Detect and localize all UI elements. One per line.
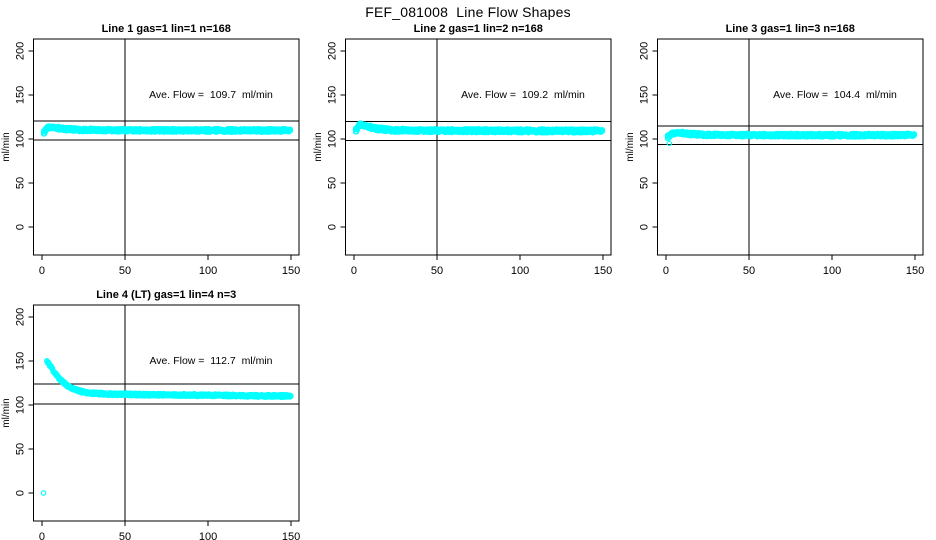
flow-outlier-point [40,490,47,496]
x-tick-label: 0 [39,531,45,540]
x-tick-label: 0 [663,265,669,277]
data-points [40,358,294,496]
axis-labels: 0 50 100 150 200 0 50 100 150 ml/min [1,42,300,277]
figure-title: FEF_081008 Line Flow Shapes [365,4,571,20]
y-tick-label: 50 [327,177,339,189]
y-tick-label: 100 [639,130,651,148]
avg-flow-label: Ave. Flow = 109.2 ml/min [461,89,585,101]
x-tick-label: 150 [594,265,612,277]
axis-labels: 0 50 100 150 200 0 50 100 150 ml/min [313,42,612,277]
plot-frame [657,38,924,256]
axes [340,38,612,260]
avg-flow-label: Ave. Flow = 109.7 ml/min [149,89,273,101]
y-tick-label: 0 [15,490,27,496]
y-tick-label: 150 [15,352,27,370]
data-points [40,123,293,137]
plot-frame [33,38,300,256]
y-tick-label: 50 [639,177,651,189]
x-tick-label: 150 [282,265,300,277]
y-tick-label: 150 [639,86,651,104]
panel-title: Line 2 gas=1 lin=2 n=168 [414,23,543,35]
x-tick-label: 0 [39,265,45,277]
panel-line-4: Line 4 (LT) gas=1 lin=4 n=3 0 50 100 150 200 0… [0,280,312,540]
plot-frame [33,304,300,522]
x-tick-label: 100 [199,531,217,540]
y-axis-title: ml/min [1,132,12,161]
x-tick-label: 50 [743,265,755,277]
flow-point [911,131,917,137]
flow-outlier-point [666,140,673,147]
panel-title: Line 4 (LT) gas=1 lin=4 n=3 [96,289,236,301]
panel-title: Line 1 gas=1 lin=1 n=168 [102,23,231,35]
flow-point [288,392,294,399]
x-tick-label: 50 [431,265,443,277]
axes [28,38,300,260]
y-tick-label: 100 [15,396,27,414]
flow-point [599,126,605,133]
avg-flow-label: Ave. Flow = 104.4 ml/min [773,89,897,101]
x-tick-label: 50 [119,265,131,277]
flow-point [287,126,293,133]
panel-chart-1: Line 1 gas=1 lin=1 n=168 0 50 100 150 200 0 50 1… [1,23,300,277]
panel-chart-2: Line 2 gas=1 lin=2 n=168 0 50 100 150 200 0 50 1… [313,23,612,277]
data-points [352,120,605,136]
y-tick-label: 200 [15,308,27,326]
axis-labels: 0 50 100 150 200 0 50 100 150 ml/min [1,308,300,540]
avg-flow-label: Ave. Flow = 112.7 ml/min [149,355,272,367]
y-tick-label: 100 [327,130,339,148]
x-tick-label: 100 [199,265,217,277]
panel-line-2: Line 2 gas=1 lin=2 n=168 0 50 100 150 200 0 50 1… [312,14,624,280]
x-tick-label: 100 [511,265,529,277]
x-tick-label: 150 [282,531,300,540]
plot-frame [345,38,612,256]
y-tick-label: 0 [15,224,27,230]
panel-line-1: Line 1 gas=1 lin=1 n=168 0 50 100 150 200 0 50 1… [0,14,312,280]
panel-chart-4: Line 4 (LT) gas=1 lin=4 n=30501001502000… [1,289,300,540]
x-tick-label: 50 [119,531,131,540]
y-tick-label: 0 [639,224,651,230]
x-tick-label: 100 [823,265,841,277]
y-tick-label: 0 [327,224,339,230]
x-tick-label: 0 [351,265,357,277]
x-tick-label: 150 [906,265,924,277]
axis-labels: 0 50 100 150 200 0 50 100 150 ml/min [625,42,924,277]
axes [652,38,924,260]
y-tick-label: 150 [327,86,339,104]
y-tick-label: 200 [327,42,339,60]
panel-line-3: Line 3 gas=1 lin=3 n=168 0 50 100 150 200 0 50 1… [624,14,936,280]
y-axis-title: ml/min [625,132,636,161]
y-tick-label: 200 [639,42,651,60]
panel-title: Line 3 gas=1 lin=3 n=168 [726,23,855,35]
y-tick-label: 50 [15,443,27,455]
y-axis-title: ml/min [1,398,12,427]
data-points [664,128,917,147]
y-tick-label: 100 [15,130,27,148]
y-tick-label: 200 [15,42,27,60]
y-tick-label: 50 [15,177,27,189]
panel-chart-3: Line 3 gas=1 lin=3 n=168 0 50 100 150 200 0 50 1… [625,23,924,277]
y-axis-title: ml/min [313,132,324,161]
axes [28,304,300,526]
y-tick-label: 150 [15,86,27,104]
